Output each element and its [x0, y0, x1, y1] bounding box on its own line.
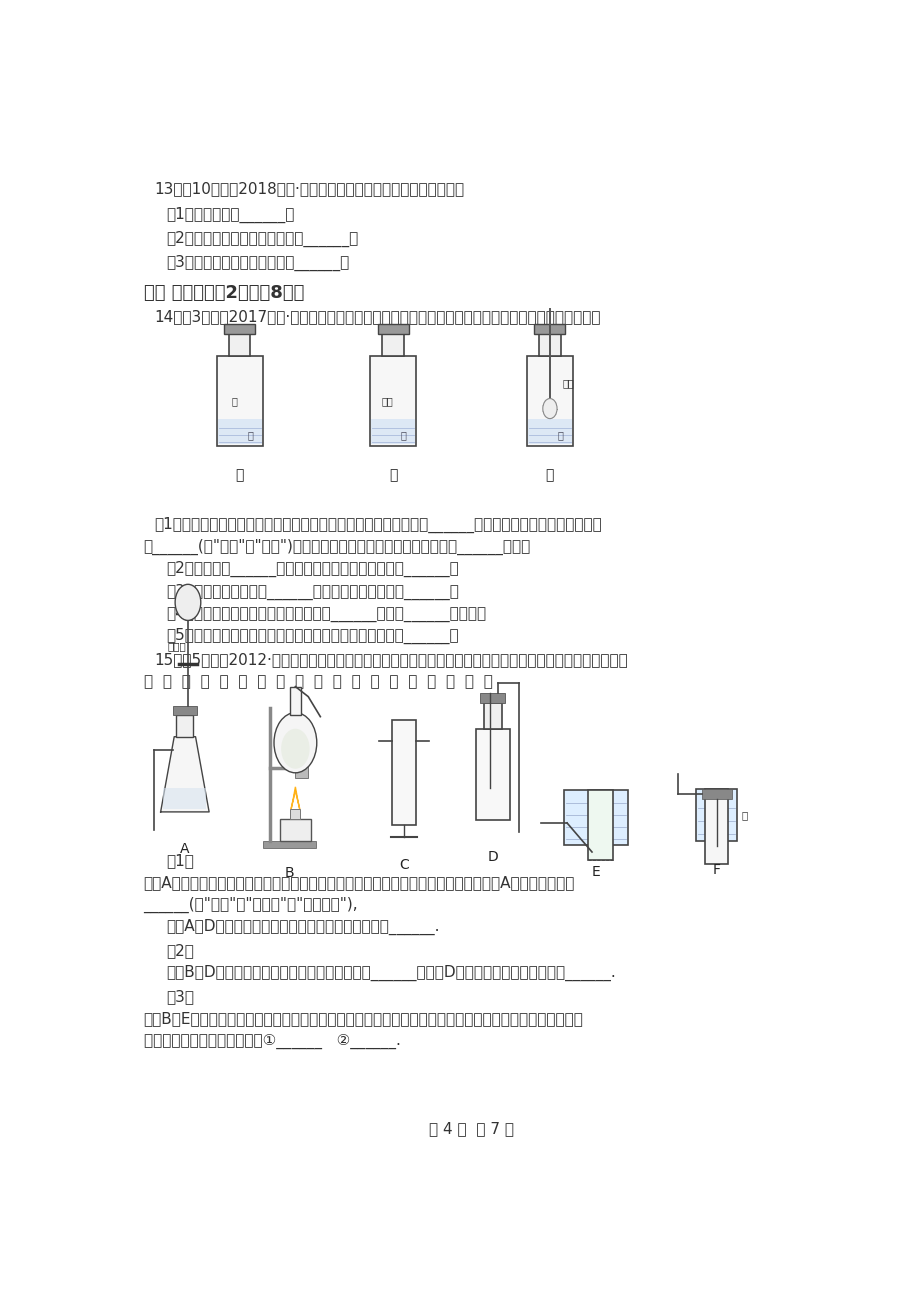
- Text: （5）三个集气瓶里都放有少量的水，其中甲中水的目的是______。: （5）三个集气瓶里都放有少量的水，其中甲中水的目的是______。: [166, 628, 459, 643]
- Bar: [391, 720, 415, 825]
- Circle shape: [274, 712, 316, 773]
- Circle shape: [542, 398, 557, 419]
- Text: B: B: [285, 866, 294, 880]
- Bar: [369, 357, 415, 447]
- Circle shape: [281, 729, 310, 768]
- Text: （1）: （1）: [166, 853, 194, 868]
- Text: 若用A、D装置制取二氧化碳，其反应的化学方程式为______.: 若用A、D装置制取二氧化碳，其反应的化学方程式为______.: [166, 919, 439, 935]
- Text: F: F: [712, 863, 720, 878]
- Text: （3）赤铁矿主要成分的化学式______；: （3）赤铁矿主要成分的化学式______；: [166, 254, 349, 271]
- Text: 止水夹: 止水夹: [168, 642, 187, 651]
- Text: D: D: [487, 850, 498, 863]
- Bar: [587, 790, 613, 861]
- Bar: [295, 758, 308, 777]
- Text: 14．（3分）（2017九上·邵阳期中）下面图示是硫粉、红磷、光亮的细铁丝在氧气中燃烧的实验装置：: 14．（3分）（2017九上·邵阳期中）下面图示是硫粉、红磷、光亮的细铁丝在氧气…: [154, 310, 600, 324]
- Text: 水: 水: [400, 430, 406, 440]
- Bar: [480, 694, 505, 703]
- Bar: [539, 335, 560, 357]
- Bar: [527, 357, 573, 447]
- Text: （2）甲中产生______色的火焰，反应的文字表达式是______。: （2）甲中产生______色的火焰，反应的文字表达式是______。: [166, 561, 459, 578]
- Bar: [263, 841, 316, 848]
- Bar: [696, 789, 737, 841]
- Circle shape: [175, 585, 200, 621]
- Text: 13．（10分）（2018九上·汽开区期末）用化学用语回答下列问题。: 13．（10分）（2018九上·汽开区期末）用化学用语回答下列问题。: [154, 181, 464, 197]
- Text: （3）乙中产生浓厚的白______，反应的文字表达式是______。: （3）乙中产生浓厚的白______，反应的文字表达式是______。: [166, 583, 459, 599]
- Text: 之前，可采取的补救措施有：①______   ②______.: 之前，可采取的补救措施有：①______ ②______.: [143, 1034, 400, 1048]
- Text: （2）地壳中含量最高的金属元素______；: （2）地壳中含量最高的金属元素______；: [166, 230, 358, 246]
- Text: ______(填"漏气"、"不漏气"或"无法确定"),: ______(填"漏气"、"不漏气"或"无法确定"),: [143, 897, 357, 913]
- Text: （1）二个镁离子______；: （1）二个镁离子______；: [166, 207, 294, 223]
- Bar: [705, 789, 728, 865]
- Text: （1）三个实验有一些共同的特点：在反应条件方面，三个实验都要______，在能量变化方面，三个实验都: （1）三个实验有一些共同的特点：在反应条件方面，三个实验都要______，在能量…: [154, 517, 601, 534]
- Text: E: E: [591, 865, 600, 879]
- Bar: [475, 729, 509, 820]
- Text: 铁纱: 铁纱: [562, 379, 574, 388]
- Text: 水: 水: [741, 810, 747, 820]
- Bar: [218, 419, 261, 444]
- Text: 是______(填"吸热"或"放热")，在反应的基本类型方面，三个反应都是______反应。: 是______(填"吸热"或"放热")，在反应的基本类型方面，三个反应都是___…: [143, 539, 530, 556]
- Text: 若用B、D装置制取氧气，其反应的化学方程式为______。检验D中氧气是否收集满的方法是______.: 若用B、D装置制取氧气，其反应的化学方程式为______。检验D中氧气是否收集满…: [166, 965, 616, 982]
- Polygon shape: [290, 786, 300, 809]
- Bar: [216, 357, 263, 447]
- Bar: [229, 335, 250, 357]
- Text: 水: 水: [557, 430, 562, 440]
- Bar: [176, 715, 193, 737]
- Text: 红磷: 红磷: [381, 396, 393, 406]
- Text: （2）: （2）: [166, 943, 194, 958]
- Text: 若用B、E装置制取氧气，当实验结束时，甲同学先熄灭了酒精灯，忘记将导管从水中取出，在水未进入导管: 若用B、E装置制取氧气，当实验结束时，甲同学先熄灭了酒精灯，忘记将导管从水中取出…: [143, 1012, 583, 1026]
- Text: 丙: 丙: [545, 469, 553, 483]
- Bar: [279, 819, 311, 841]
- Text: 第 4 页  共 7 页: 第 4 页 共 7 页: [428, 1121, 514, 1135]
- Text: （4）丙中的反应现象是铁丝剧烈燃烧，______，生成______色固体。: （4）丙中的反应现象是铁丝剧烈燃烧，______，生成______色固体。: [166, 605, 486, 621]
- Text: 关闭A装置中的止水夹后，从长颈漏斗向锥形瓶中注入一定量的水，静止后如图所示，则A装置是否漏气？: 关闭A装置中的止水夹后，从长颈漏斗向锥形瓶中注入一定量的水，静止后如图所示，则A…: [143, 875, 574, 891]
- Text: 硫: 硫: [231, 396, 237, 406]
- Bar: [164, 788, 206, 809]
- Text: 水: 水: [247, 430, 253, 440]
- Bar: [563, 790, 628, 845]
- Bar: [534, 324, 565, 335]
- Text: 甲: 甲: [235, 469, 244, 483]
- Bar: [371, 419, 414, 444]
- Bar: [701, 789, 731, 799]
- Bar: [382, 335, 403, 357]
- Bar: [528, 419, 571, 444]
- Text: （3）: （3）: [166, 990, 194, 1004]
- Bar: [173, 706, 197, 715]
- Text: 三、 实验题（共2题；共8分）: 三、 实验题（共2题；共8分）: [143, 284, 303, 302]
- Bar: [290, 809, 301, 819]
- Text: 15．（5分）（2012·鞍山）通过一年的化学学习，你已经掌握了实验室制取气体的有关规律，以下是老师提供: 15．（5分）（2012·鞍山）通过一年的化学学习，你已经掌握了实验室制取气体的…: [154, 652, 628, 668]
- Polygon shape: [161, 737, 209, 812]
- Bar: [377, 324, 408, 335]
- Bar: [289, 686, 301, 715]
- Text: C: C: [399, 858, 408, 871]
- Bar: [483, 703, 502, 729]
- Text: 乙: 乙: [389, 469, 397, 483]
- Text: A: A: [180, 842, 189, 855]
- Text: 的  一  些  实  验  装  置  ，  根  据  如  图  回  答  下  列  问  题  ：: 的 一 些 实 验 装 置 ， 根 据 如 图 回 答 下 列 问 题 ：: [143, 674, 492, 690]
- Bar: [224, 324, 255, 335]
